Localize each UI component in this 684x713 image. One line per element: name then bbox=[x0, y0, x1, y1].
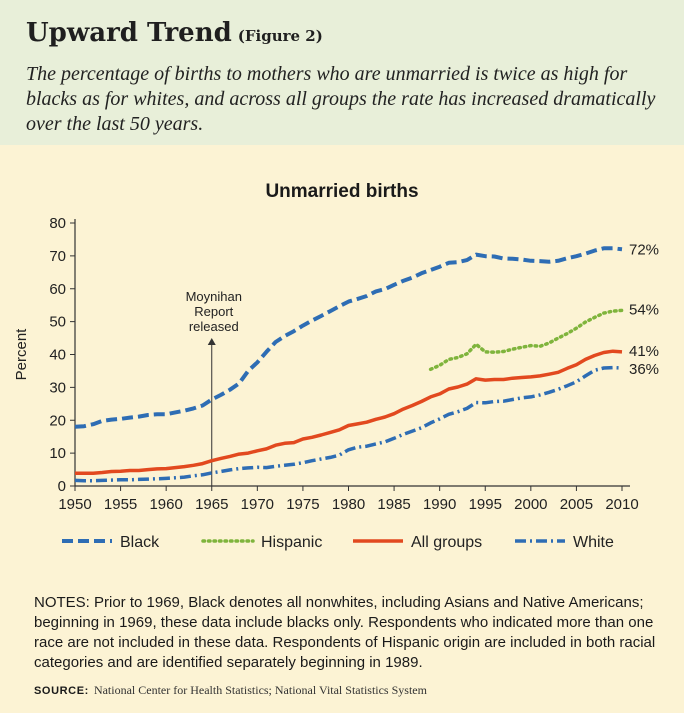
chart-title: Unmarried births bbox=[265, 181, 418, 202]
y-tick-label: 60 bbox=[49, 281, 66, 298]
figure-reference: (Figure 2) bbox=[237, 27, 323, 45]
x-tick-label: 1985 bbox=[377, 496, 410, 513]
x-tick-label: 2010 bbox=[605, 496, 638, 513]
y-axis-label: Percent bbox=[13, 328, 30, 381]
series-end-labels: 72% 54% 41%36% bbox=[629, 241, 659, 378]
x-tick-label: 1990 bbox=[423, 496, 456, 513]
y-tick-label: 70 bbox=[49, 248, 66, 265]
series-line-all-groups bbox=[75, 349, 623, 475]
source-line: SOURCE: National Center for Health Statis… bbox=[34, 681, 427, 699]
legend-label-hispanic: Hispanic bbox=[261, 534, 322, 551]
annotation-text-line: Moynihan bbox=[186, 289, 242, 304]
x-tick-label: 1965 bbox=[195, 496, 228, 513]
source-label: SOURCE: bbox=[34, 685, 89, 697]
legend-label-all-groups: All groups bbox=[411, 534, 482, 551]
figure-title: Upward Trend bbox=[26, 18, 232, 48]
y-tick-label: 20 bbox=[49, 412, 66, 429]
x-tick-label: 2005 bbox=[560, 496, 593, 513]
legend-label-black: Black bbox=[120, 534, 160, 551]
y-tick-label: 0 bbox=[58, 478, 66, 495]
annotation-text-line: released bbox=[189, 319, 239, 334]
title-row: Upward Trend (Figure 2) bbox=[26, 18, 323, 48]
y-tick-label: 30 bbox=[49, 379, 66, 396]
chart-axes: 0 10 20 30 40 50 60 70 80 1950 1955 1960 1965 1970 197… bbox=[13, 215, 639, 513]
line-chart: Unmarried births 0 10 20 30 40 50 60 70 80 1950 19… bbox=[13, 181, 659, 551]
chart-series bbox=[74, 246, 624, 483]
header-band: Upward Trend (Figure 2) The percentage of… bbox=[0, 0, 684, 145]
source-text: National Center for Health Statistics; N… bbox=[93, 683, 427, 697]
end-label-hispanic: 54% bbox=[629, 301, 659, 318]
series-line-white bbox=[74, 365, 623, 483]
x-tick-label: 1980 bbox=[332, 496, 365, 513]
y-tick-label: 80 bbox=[49, 215, 66, 232]
y-tick-label: 50 bbox=[49, 314, 66, 331]
y-tick-label: 40 bbox=[49, 347, 66, 364]
figure-subtitle: The percentage of births to mothers who … bbox=[26, 63, 656, 135]
legend-label-white: White bbox=[573, 534, 614, 551]
x-tick-label: 1995 bbox=[469, 496, 502, 513]
x-tick-label: 1955 bbox=[104, 496, 137, 513]
x-tick-label: 1975 bbox=[286, 496, 319, 513]
x-tick-label: 2000 bbox=[514, 496, 547, 513]
notes-text: NOTES: Prior to 1969, Black denotes all … bbox=[34, 594, 656, 671]
annotation-text-line: Report bbox=[194, 304, 233, 319]
series-line-black bbox=[74, 246, 623, 429]
chart-legend: Black Hispanic All groups White bbox=[62, 534, 614, 551]
y-tick-label: 10 bbox=[49, 445, 66, 462]
x-tick-label: 1970 bbox=[241, 496, 274, 513]
end-label-white: 36% bbox=[629, 361, 659, 378]
series-line-hispanic bbox=[428, 308, 624, 372]
x-tick-label: 1960 bbox=[149, 496, 182, 513]
annotation-arrowhead bbox=[207, 338, 216, 345]
end-label-all-groups: 41% bbox=[629, 343, 659, 360]
x-tick-label: 1950 bbox=[58, 496, 91, 513]
end-label-black: 72% bbox=[629, 241, 659, 258]
